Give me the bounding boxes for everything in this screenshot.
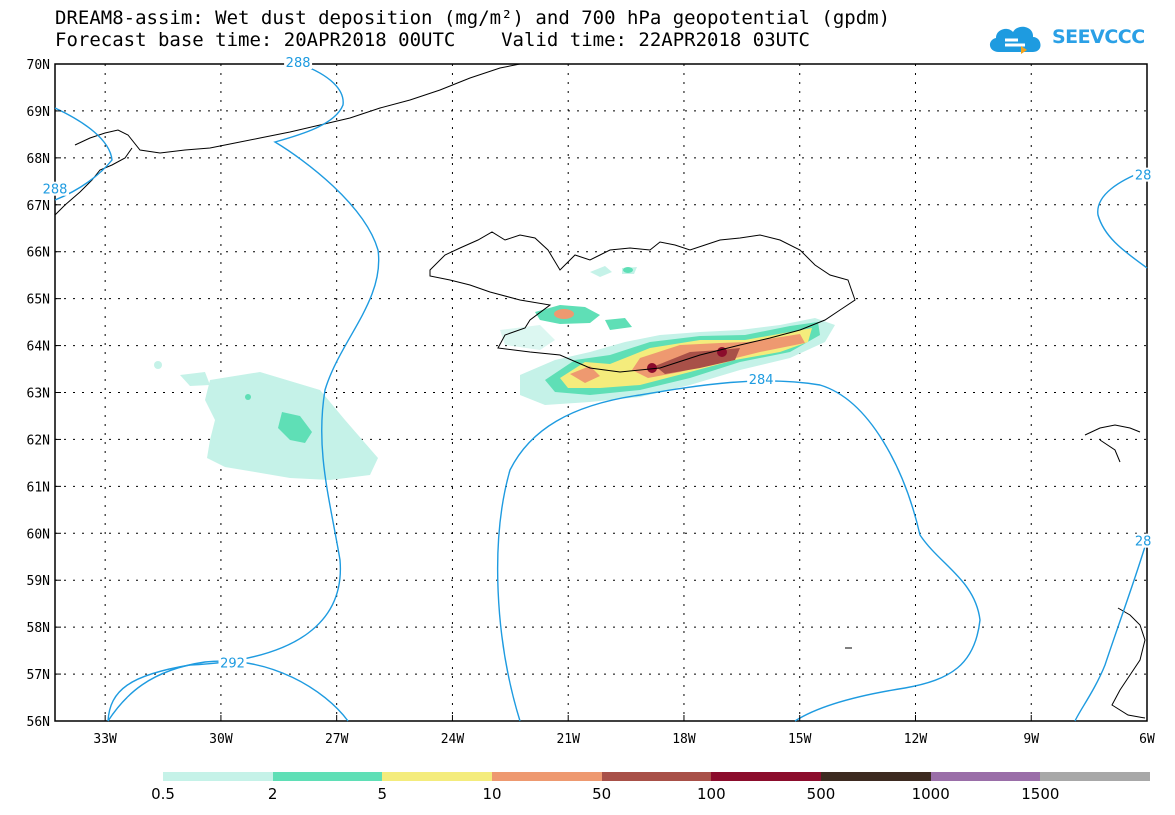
legend-swatch: [930, 772, 1041, 781]
legend-label: 0.5: [151, 785, 175, 803]
lat-tick-label: 61N: [27, 480, 50, 495]
contour-label: 288: [286, 56, 311, 71]
contour-label-bg: [284, 55, 313, 69]
lat-tick-label: 66N: [27, 246, 50, 261]
legend-swatch: [821, 772, 931, 781]
legend-label: 2: [267, 785, 278, 803]
contour-label: 284: [749, 373, 774, 388]
lon-tick-label: 21W: [556, 732, 580, 747]
legend-label: 10: [482, 785, 502, 803]
lon-tick-label: 12W: [904, 732, 928, 747]
legend-swatch: [382, 772, 492, 781]
lon-tick-label: 24W: [441, 732, 465, 747]
legend-label: 5: [377, 785, 388, 803]
lat-tick-label: 58N: [27, 621, 50, 636]
axis-ticks: 33W 30W 27W 24W 21W 18W 15W 12W 9W 6W 70N 69N 68N 67N…: [27, 58, 1155, 747]
lat-tick-label: 65N: [27, 293, 50, 308]
lon-tick-label: 9W: [1023, 732, 1039, 747]
contour-284: [496, 380, 981, 722]
legend-label: 500: [806, 785, 836, 803]
contour-288-west: [54, 107, 113, 201]
legend-swatch: [492, 772, 602, 781]
lat-tick-label: 63N: [27, 387, 50, 402]
lat-tick-label: 60N: [27, 527, 50, 542]
contour-label: 28: [1135, 169, 1152, 184]
legend-swatch: [601, 772, 712, 781]
legend-swatch: [711, 772, 821, 781]
lat-tick-label: 68N: [27, 152, 50, 167]
contour-288-east-bottom: [1074, 539, 1148, 722]
lon-tick-label: 18W: [672, 732, 696, 747]
lat-tick-label: 57N: [27, 668, 50, 683]
legend-label: 100: [697, 785, 726, 803]
legend-label: 1500: [1021, 785, 1060, 803]
contour-label: 28: [1135, 535, 1152, 550]
lon-tick-label: 15W: [788, 732, 812, 747]
contour-label-bg: [747, 371, 776, 386]
contour-292: [107, 660, 349, 722]
lat-tick-label: 64N: [27, 340, 50, 355]
lat-tick-label: 59N: [27, 574, 50, 589]
lon-tick-label: 33W: [93, 732, 117, 747]
lon-tick-label: 6W: [1139, 732, 1155, 747]
legend-label: 1000: [911, 785, 950, 803]
map-subtitle: Forecast base time: 20APR2018 00UTC Vali…: [55, 29, 810, 51]
contour-labels: 288 284 292 288 28 28: [41, 55, 1154, 672]
lon-tick-label: 30W: [209, 732, 233, 747]
logo-text: SEEVCCC: [1052, 26, 1145, 48]
lat-tick-label: 67N: [27, 199, 50, 214]
lat-tick-label: 56N: [27, 715, 50, 730]
coast-greenland: [74, 63, 521, 154]
lat-tick-label: 70N: [27, 58, 50, 73]
map-title: DREAM8-assim: Wet dust deposition (mg/m²…: [55, 7, 891, 29]
legend-swatch: [1040, 772, 1150, 781]
contour-label-bg: [41, 181, 69, 196]
coastlines: [54, 63, 1146, 719]
legend-label: 50: [592, 785, 612, 803]
dust-patch-west-core: [278, 412, 312, 443]
lat-tick-label: 62N: [27, 433, 50, 448]
legend-swatch: [163, 772, 273, 781]
lat-tick-label: 69N: [27, 105, 50, 120]
contour-288-east-top: [1097, 169, 1148, 269]
contour-label: 288: [43, 183, 68, 198]
legend-swatch: [272, 772, 383, 781]
coast-iceland: [429, 231, 856, 373]
cloud-icon: [989, 26, 1041, 54]
contour-label-bg: [1133, 533, 1154, 548]
dust-patch-west-b: [180, 372, 210, 386]
lon-tick-label: 27W: [325, 732, 349, 747]
contour-label: 292: [220, 657, 245, 672]
contour-label-bg: [218, 655, 247, 670]
contour-label-bg: [1133, 167, 1154, 182]
